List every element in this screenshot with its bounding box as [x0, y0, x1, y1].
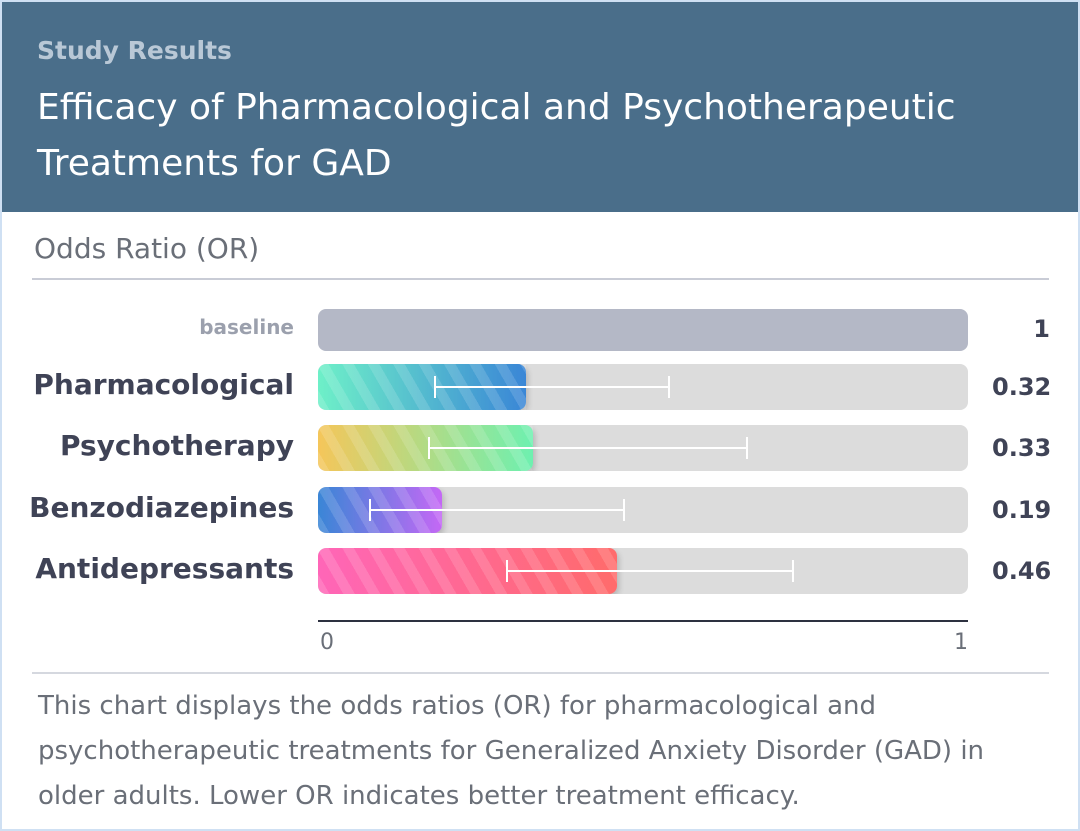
divider-top: [32, 278, 1049, 280]
value-label-benzodiazepines: 0.19: [992, 496, 1052, 524]
x-tick-label-1: 1: [954, 630, 968, 655]
card-header: Study Results Efficacy of Pharmacologica…: [2, 2, 1078, 212]
bar-track-benzodiazepines: [318, 487, 968, 533]
value-label-psychotherapy: 0.33: [992, 434, 1052, 462]
chart-subtitle: Odds Ratio (OR): [34, 232, 260, 265]
x-axis-line: [318, 620, 968, 622]
category-label-benzodiazepines: Benzodiazepines: [29, 491, 294, 524]
category-label-pharmacological: Pharmacological: [33, 368, 294, 401]
divider-bottom: [32, 672, 1049, 674]
bar-track-pharmacological: [318, 364, 968, 410]
bar-pattern-pharmacological: [318, 364, 526, 410]
bar-benzodiazepines: [318, 487, 442, 533]
value-label-pharmacological: 0.32: [992, 373, 1052, 401]
value-label-antidepressants: 0.46: [992, 557, 1052, 585]
baseline-bar: [318, 309, 968, 351]
bar-pharmacological: [318, 364, 526, 410]
bar-pattern-benzodiazepines: [318, 487, 442, 533]
bar-track-psychotherapy: [318, 425, 968, 471]
category-label-psychotherapy: Psychotherapy: [59, 429, 294, 462]
chart-description: This chart displays the odds ratios (OR)…: [38, 691, 985, 811]
bar-pattern-psychotherapy: [318, 425, 533, 471]
bar-psychotherapy: [318, 425, 533, 471]
bar-antidepressants: [318, 548, 617, 594]
baseline-value-label: 1: [1033, 315, 1050, 343]
section-eyebrow: Study Results: [37, 36, 232, 65]
bar-pattern-antidepressants: [318, 548, 617, 594]
x-tick-label-0: 0: [320, 630, 334, 655]
page-title: Efficacy of Pharmacological and Psychoth…: [37, 87, 956, 184]
baseline-label: baseline: [199, 315, 294, 339]
bar-track-antidepressants: [318, 548, 968, 594]
category-label-antidepressants: Antidepressants: [35, 552, 294, 585]
